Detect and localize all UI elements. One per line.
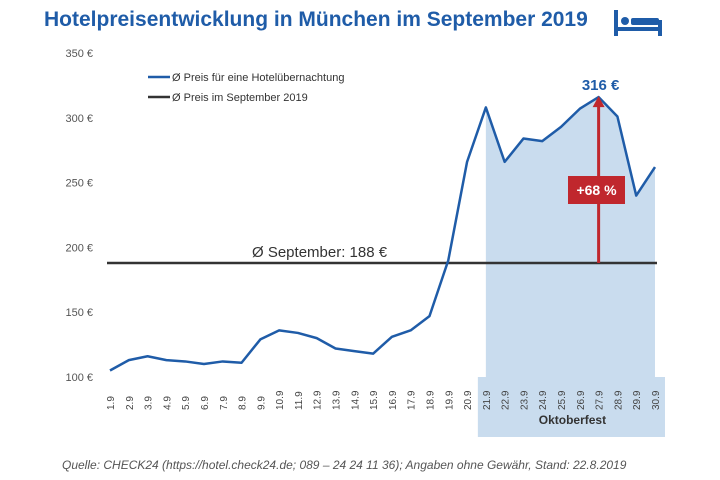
x-tick-label: 13.9	[332, 390, 343, 410]
oktoberfest-fill	[485, 97, 655, 378]
y-tick-label: 250 €	[65, 178, 93, 190]
x-tick-label: 19.9	[444, 390, 455, 410]
x-tick-label: 27.9	[595, 390, 606, 410]
x-tick-label: 28.9	[613, 390, 624, 410]
x-tick-label: 7.9	[219, 396, 230, 410]
x-tick-label: 3.9	[144, 396, 155, 410]
x-tick-label: 10.9	[275, 390, 286, 410]
x-tick-label: 22.9	[501, 390, 512, 410]
x-tick-label: 25.9	[557, 390, 568, 410]
x-tick-label: 20.9	[463, 390, 474, 410]
chart-title: Hotelpreisentwicklung in München im Sept…	[44, 8, 588, 31]
x-tick-label: 15.9	[369, 390, 380, 410]
x-tick-label: 1.9	[106, 396, 117, 410]
bed-icon	[614, 10, 662, 36]
x-tick-label: 30.9	[651, 390, 662, 410]
x-tick-label: 23.9	[519, 390, 530, 410]
x-tick-label: 4.9	[162, 396, 173, 410]
average-label: Ø September: 188 €	[252, 244, 388, 261]
x-tick-label: 2.9	[125, 396, 136, 410]
y-tick-label: 300 €	[65, 113, 93, 125]
increase-badge	[568, 176, 625, 204]
x-tick-label: 16.9	[388, 390, 399, 410]
x-tick-label: 11.9	[294, 391, 305, 410]
x-tick-label: 21.9	[482, 390, 493, 410]
peak-label: 316 €	[582, 77, 620, 94]
y-tick-label: 150 €	[65, 307, 93, 319]
price-line	[109, 95, 657, 372]
y-tick-label: 200 €	[65, 242, 93, 254]
oktoberfest-label: Oktoberfest	[539, 413, 606, 427]
price-chart: 100 € 150 € 200 € 250 € 300 € 350 € 1.9 2.9 3.9…	[65, 48, 665, 437]
increase-arrowhead	[592, 96, 605, 108]
x-tick-label: 8.9	[238, 396, 249, 410]
legend-entry: Ø Preis im September 2019	[172, 92, 308, 104]
x-tick-label: 26.9	[576, 390, 587, 410]
x-tick-label: 24.9	[538, 390, 549, 410]
oktoberfest-highlight	[477, 377, 665, 437]
y-tick-label: 350 €	[65, 48, 93, 60]
x-tick-label: 29.9	[632, 390, 643, 410]
x-tick-label: 6.9	[200, 396, 211, 410]
y-tick-label: 100 €	[65, 372, 93, 384]
x-tick-label: 14.9	[350, 390, 361, 410]
x-tick-label: 9.9	[256, 396, 267, 410]
increase-label: +68 %	[576, 182, 617, 198]
x-tick-label: 18.9	[425, 390, 436, 410]
source-note: Quelle: CHECK24 (https://hotel.check24.d…	[62, 458, 627, 472]
x-tick-label: 5.9	[181, 396, 192, 410]
x-tick-label: 12.9	[313, 390, 324, 410]
x-tick-label: 17.9	[407, 390, 418, 410]
legend-entry: Ø Preis für eine Hotelübernachtung	[172, 72, 344, 84]
